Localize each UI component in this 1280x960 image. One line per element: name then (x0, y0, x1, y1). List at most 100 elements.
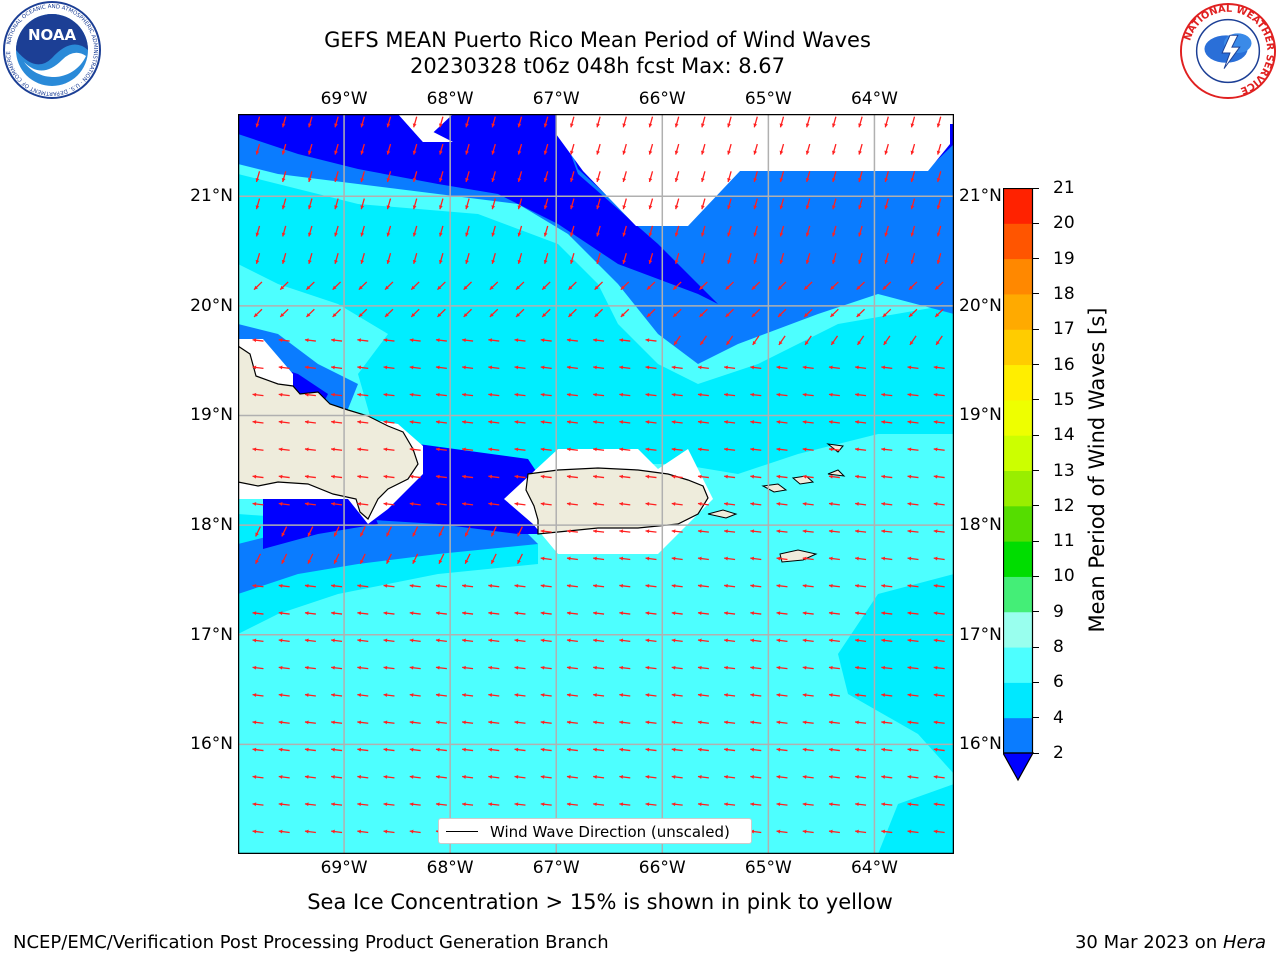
wind-wave-arrowhead (622, 259, 627, 264)
wind-wave-arrowhead (907, 420, 912, 424)
wind-wave-arrowhead (488, 365, 493, 370)
wind-wave-arrowhead (881, 775, 886, 779)
wind-wave-arrowhead (304, 502, 309, 506)
wind-wave-arrowhead (857, 340, 862, 345)
wind-wave-arrowhead (647, 313, 651, 317)
wind-wave-arrowhead (360, 177, 365, 182)
wind-wave-arrowhead (463, 313, 468, 317)
wind-wave-arrowhead (409, 502, 414, 506)
wind-wave-arrowhead (671, 447, 676, 452)
wind-wave-arrowhead (540, 420, 545, 424)
wind-wave-arrowhead (304, 747, 309, 752)
wind-wave-arrowhead (727, 177, 731, 182)
wind-wave-arrowhead (517, 559, 521, 564)
wind-wave-arrowhead (568, 285, 573, 290)
wind-wave-arrowhead (462, 720, 466, 725)
wind-wave-arrowhead (435, 447, 440, 452)
wind-wave-arrowhead (331, 638, 335, 643)
wind-wave-arrowhead (383, 693, 388, 697)
wind-wave-arrowhead (933, 392, 938, 397)
wind-wave-arrowhead (412, 232, 417, 237)
wind-wave-arrowhead (753, 205, 758, 210)
wind-wave-arrowhead (514, 447, 519, 452)
noaa-logo: NOAA NATIONAL OCEANIC AND ATMOSPHERIC AD… (3, 1, 101, 99)
wind-wave-arrowhead (491, 123, 496, 128)
wind-wave-arrowhead (697, 775, 702, 779)
land-vieques (707, 509, 738, 519)
wind-wave-arrowhead (910, 177, 915, 182)
wind-wave-arrowhead (386, 177, 391, 182)
wind-wave-arrowhead (517, 532, 521, 537)
wind-wave-arrowhead (724, 583, 728, 588)
wind-wave-arrowhead (671, 638, 676, 643)
wind-wave-arrowhead (699, 313, 704, 317)
wind-wave-arrowhead (933, 583, 938, 588)
wind-wave-arrowhead (697, 638, 702, 643)
wind-wave-arrowhead (753, 177, 758, 182)
wind-wave-arrowhead (357, 420, 362, 424)
wind-wave-arrowhead (308, 232, 312, 237)
wind-wave-arrowhead (383, 665, 388, 670)
wind-wave-arrowhead (884, 259, 889, 264)
wind-wave-arrowhead (776, 747, 781, 752)
wind-wave-arrowhead (409, 747, 414, 752)
wind-wave-arrowhead (858, 259, 862, 264)
wind-wave-arrowhead (776, 447, 781, 452)
colorbar-tick-mark (1033, 505, 1039, 507)
colorbar-tick-label: 13 (1053, 460, 1075, 481)
wind-wave-arrowhead (593, 420, 597, 424)
wind-wave-arrowhead (753, 232, 758, 237)
wind-wave-arrowhead (409, 392, 414, 397)
wind-wave-arrowhead (619, 392, 624, 397)
wind-wave-arrowhead (828, 747, 833, 752)
wind-wave-arrowhead (671, 720, 676, 725)
wind-wave-arrowhead (645, 611, 650, 616)
wind-wave-arrowhead (540, 638, 545, 643)
wind-wave-arrowhead (750, 556, 755, 561)
wind-wave-arrowhead (252, 775, 257, 779)
wind-wave-arrowhead (255, 177, 260, 182)
wind-wave-arrowhead (540, 611, 545, 616)
wind-wave-arrowhead (648, 123, 653, 128)
wind-wave-arrowhead (671, 556, 676, 561)
wind-wave-arrowhead (278, 502, 283, 506)
wind-wave-arrowhead (412, 205, 417, 210)
colorbar-tick-mark (1033, 717, 1039, 719)
wind-wave-arrowhead (802, 447, 807, 452)
wind-wave-arrowhead (883, 340, 888, 345)
wind-wave-arrowhead (828, 611, 833, 616)
wind-wave-arrowhead (543, 150, 548, 155)
wind-wave-arrowhead (439, 205, 443, 210)
wind-wave-arrowhead (331, 665, 335, 670)
wind-wave-arrowhead (697, 556, 702, 561)
wind-wave-arrowhead (907, 529, 912, 534)
wind-wave-arrowhead (750, 502, 755, 506)
wind-wave-arrowhead (697, 583, 702, 588)
wind-wave-arrowhead (360, 232, 365, 237)
wind-wave-arrowhead (832, 232, 836, 237)
period-band-4-6 (238, 174, 954, 474)
wind-wave-arrowhead (409, 720, 414, 725)
wind-wave-arrowhead (357, 829, 362, 834)
wind-wave-arrowhead (724, 775, 728, 779)
wind-wave-arrowhead (439, 150, 443, 155)
colorbar-segment (1003, 399, 1033, 436)
lat-label-left: 19°N (190, 405, 233, 426)
svg-text:NOAA: NOAA (28, 26, 77, 44)
wind-wave-arrowhead (331, 338, 335, 343)
wind-wave-arrowhead (252, 693, 257, 697)
wind-wave-arrowhead (462, 665, 466, 670)
no-data-region-north-b (398, 114, 453, 142)
wind-wave-arrowhead (252, 502, 257, 506)
wind-wave-arrowhead (437, 313, 442, 317)
wind-wave-arrowhead (566, 529, 571, 534)
wind-wave-arrowhead (593, 720, 597, 725)
lon-label-top: 66°W (638, 89, 686, 109)
wind-wave-arrowhead (488, 802, 493, 807)
wind-wave-arrowhead (278, 365, 283, 370)
wind-wave-arrowhead (360, 205, 365, 210)
wind-wave-arrowhead (645, 502, 650, 506)
wind-wave-arrowhead (281, 123, 286, 128)
lat-label-left: 17°N (190, 624, 233, 645)
wind-wave-arrowhead (465, 559, 469, 564)
